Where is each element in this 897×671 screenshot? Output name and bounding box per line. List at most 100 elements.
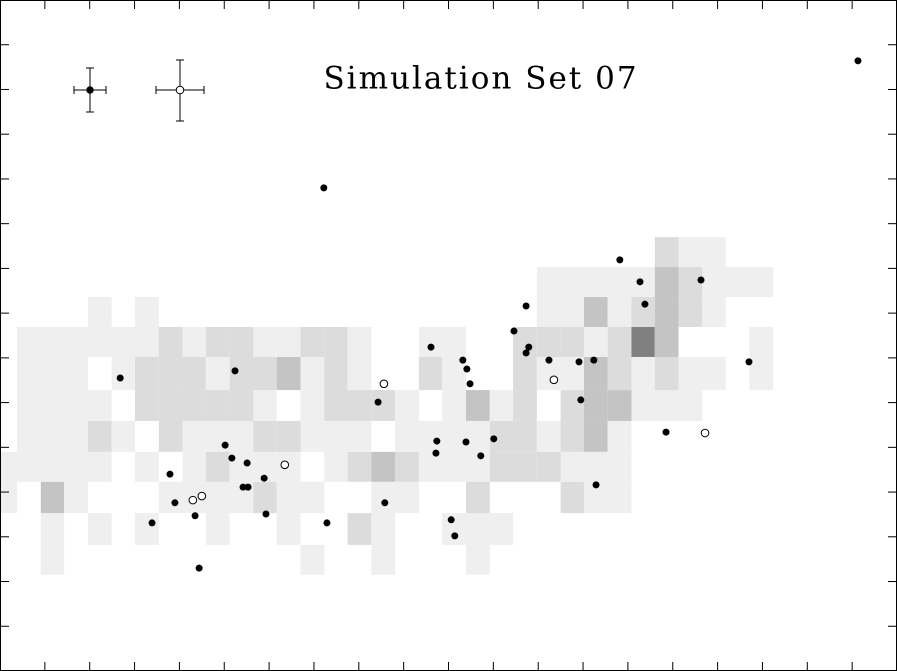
heat-cell (229, 390, 254, 421)
filled-point (323, 519, 331, 527)
heat-cell (631, 390, 655, 421)
heat-cell (678, 237, 703, 268)
heat-cell (442, 390, 466, 421)
filled-point (433, 437, 441, 445)
heat-cell (253, 420, 277, 452)
heat-cell (17, 451, 41, 482)
filled-point (745, 358, 753, 366)
heat-cell (442, 451, 466, 482)
heat-cell (489, 420, 514, 452)
heat-cell (87, 390, 112, 421)
heat-cell (64, 327, 88, 357)
heat-cell (347, 390, 372, 421)
heat-cell (442, 513, 466, 545)
heat-cell (607, 390, 632, 421)
filled-point (590, 356, 598, 364)
heat-cell (205, 513, 230, 545)
filled-point (228, 454, 236, 462)
heat-cell (300, 390, 325, 421)
filled-point (116, 374, 124, 382)
filled-point (262, 510, 270, 518)
heat-cell (489, 390, 514, 421)
heat-cell (300, 327, 325, 357)
filled-point (697, 276, 705, 284)
filled-point (381, 499, 389, 507)
open-point (549, 375, 559, 385)
heat-cell (513, 356, 537, 391)
heat-cell (111, 327, 135, 357)
heat-cell (64, 390, 88, 421)
heat-cell (182, 451, 206, 482)
heat-cell (702, 237, 726, 268)
heat-cell (134, 451, 159, 482)
heat-cell (702, 267, 726, 298)
heat-cell (17, 356, 41, 391)
heat-cell (749, 356, 774, 391)
heat-cell (324, 390, 348, 421)
filled-point (490, 435, 498, 443)
heat-cell (40, 451, 65, 482)
filled-point (662, 428, 670, 436)
heat-cell (678, 390, 703, 421)
filled-point (244, 483, 252, 491)
heat-cell (536, 297, 561, 328)
heat-cell (40, 390, 65, 421)
filled-point (191, 512, 199, 520)
heat-cell (631, 297, 655, 328)
heat-cell (324, 356, 348, 391)
heat-cell (276, 513, 301, 545)
heat-cell (560, 420, 584, 452)
heat-cell (347, 451, 372, 482)
heat-cell (583, 267, 608, 298)
heat-cell (40, 544, 65, 575)
heat-cell (465, 544, 490, 575)
heat-cell (395, 451, 419, 482)
heat-cell (536, 267, 561, 298)
heat-cell (17, 420, 41, 452)
heat-cell (300, 481, 325, 514)
heat-cell (111, 420, 135, 452)
heat-cell (324, 327, 348, 357)
heatmap (0, 237, 774, 575)
filled-point (432, 449, 440, 457)
heat-cell (64, 481, 88, 514)
heat-cell (134, 513, 159, 545)
heat-cell (418, 356, 443, 391)
heat-cell (40, 420, 65, 452)
heat-cell (182, 390, 206, 421)
filled-point (545, 356, 553, 364)
filled-point (171, 499, 179, 507)
heat-cell (442, 356, 466, 391)
heat-cell (489, 451, 514, 482)
heat-cell (300, 420, 325, 452)
filled-point (577, 396, 585, 404)
filled-point (459, 356, 467, 364)
filled-point (231, 367, 239, 375)
filled-point (462, 438, 470, 446)
heat-cell (64, 420, 88, 452)
filled-point (854, 57, 862, 65)
heat-cell (442, 420, 466, 452)
heat-cell (395, 420, 419, 452)
heat-cell (631, 327, 655, 357)
heat-cell (654, 390, 679, 421)
filled-point (510, 327, 518, 335)
heat-cell (87, 451, 112, 482)
filled-point (451, 532, 459, 540)
filled-point (463, 365, 471, 373)
heat-cell (253, 327, 277, 357)
heat-cell (536, 327, 561, 357)
heat-cell (347, 327, 372, 357)
heat-cell (583, 451, 608, 482)
heat-cell (40, 481, 65, 514)
heat-cell (418, 420, 443, 452)
heat-cell (749, 327, 774, 357)
chart-title: Simulation Set 07 (323, 61, 638, 97)
heat-cell (134, 356, 159, 391)
heat-cell (678, 356, 703, 391)
heat-cell (583, 356, 608, 391)
heat-cell (418, 327, 443, 357)
heat-cell (678, 267, 703, 298)
